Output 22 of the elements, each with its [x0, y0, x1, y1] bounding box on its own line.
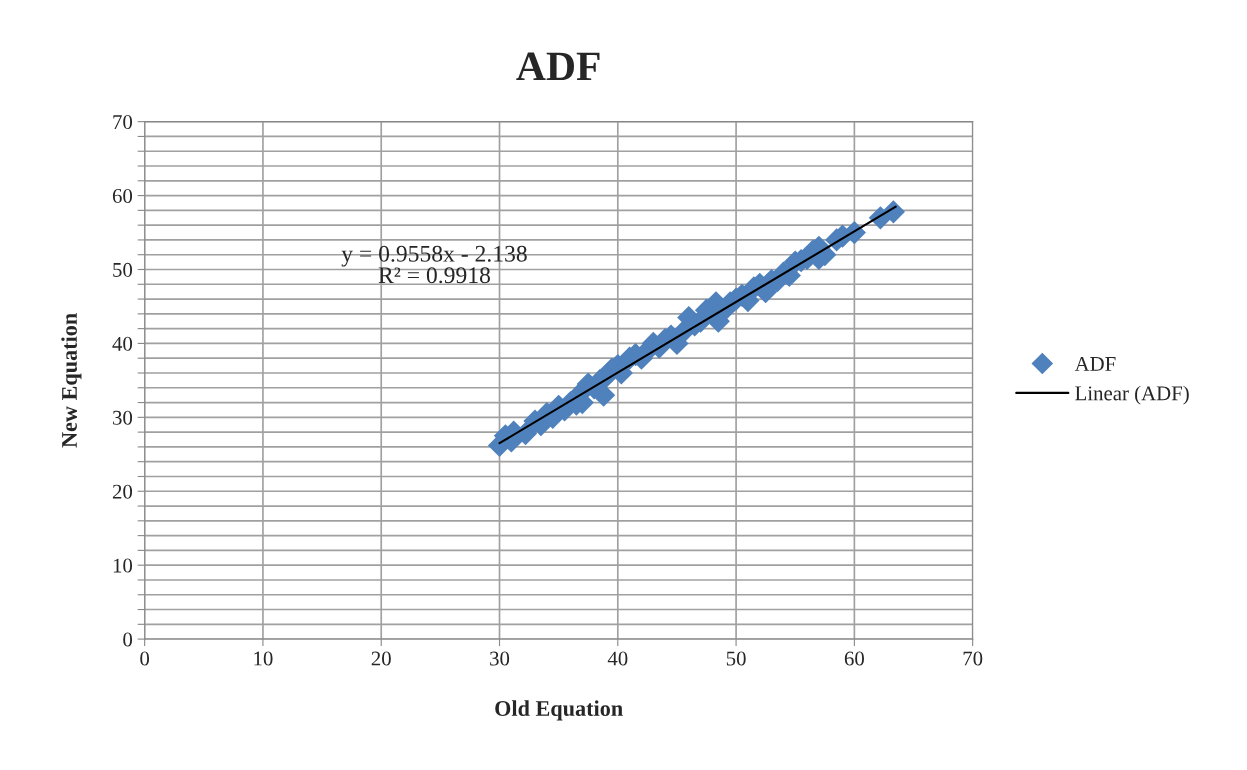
x-tick-label: 0: [140, 651, 150, 666]
x-tick-label: 20: [371, 651, 391, 666]
x-tick-label: 70: [963, 651, 983, 666]
x-tick-label: 30: [490, 651, 510, 666]
annotation: y = 0.9558x - 2.138 R² = 0.9918: [341, 245, 527, 284]
y-axis-title: New Equation: [61, 313, 82, 448]
y-tick-label: 60: [112, 188, 133, 204]
y-tick-label: 0: [123, 632, 133, 647]
legend-label: Linear (ADF): [1075, 385, 1189, 405]
chart-title: ADF: [516, 52, 600, 81]
y-tick-label: 70: [113, 115, 133, 130]
y-tick-label: 30: [113, 410, 133, 425]
y-tick-label: 50: [113, 262, 133, 277]
y-tick-label: 40: [112, 336, 133, 351]
y-tick-label: 20: [112, 484, 133, 499]
x-tick-label: 40: [607, 651, 628, 666]
x-tick-label: 50: [726, 651, 746, 666]
x-tick-label: 60: [844, 651, 864, 666]
y-tick-label: 10: [113, 558, 133, 573]
x-axis-title: Old Equation: [495, 700, 623, 721]
legend-label: ADF: [1074, 356, 1116, 371]
x-tick-label: 10: [254, 651, 273, 666]
